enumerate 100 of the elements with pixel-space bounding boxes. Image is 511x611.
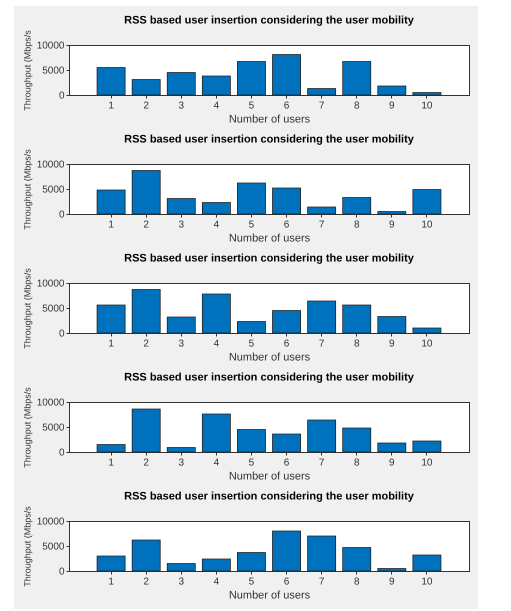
y-axis-title: Throughput (Mbps/s <box>22 148 33 230</box>
x-tick-label: 5 <box>248 576 255 588</box>
chart-title: RSS based user insertion considering the user mobility <box>124 14 415 27</box>
bar <box>202 202 231 214</box>
x-tick-label: 9 <box>389 458 396 468</box>
bar <box>96 444 126 452</box>
chart-title: RSS based user insertion considering the user mobility <box>124 252 415 265</box>
x-tick-label: 1 <box>108 338 114 350</box>
x-tick-label: 4 <box>214 338 220 350</box>
x-axis-title: Number of users <box>228 232 311 244</box>
x-tick-label: 1 <box>108 100 114 112</box>
x-tick-label: 6 <box>284 100 290 112</box>
y-tick-label: 0 <box>58 448 65 458</box>
x-tick-label: 2 <box>143 100 150 112</box>
x-tick-label: 2 <box>143 458 150 468</box>
chart-title: RSS based user insertion considering the user mobility <box>124 490 415 503</box>
bar <box>132 408 161 452</box>
x-tick-label: 7 <box>318 220 325 230</box>
bar <box>272 310 301 334</box>
bar <box>412 328 442 334</box>
chart-title: RSS based user insertion considering the user mobility <box>124 372 415 384</box>
y-axis-title: Throughput (Mbps/s <box>22 506 33 587</box>
y-tick-label: 5000 <box>42 542 65 552</box>
bar <box>166 72 196 96</box>
bar <box>412 92 442 96</box>
x-tick-label: 8 <box>354 576 360 588</box>
bar <box>132 79 161 96</box>
x-tick-label: 8 <box>354 100 360 112</box>
x-tick-label: 2 <box>143 220 150 230</box>
y-tick-label: 10000 <box>36 516 65 528</box>
x-tick-label: 5 <box>248 338 255 350</box>
y-tick-label: 0 <box>58 328 65 340</box>
x-tick-label: 4 <box>214 220 220 230</box>
bar <box>342 428 372 452</box>
x-tick-label: 8 <box>354 338 360 350</box>
x-tick-label: 4 <box>214 576 220 588</box>
x-tick-label: 9 <box>389 100 396 112</box>
y-axis-title: Throughput (Mbps/s <box>22 386 33 468</box>
bar <box>342 547 372 572</box>
x-tick-label: 5 <box>248 458 255 468</box>
bar <box>342 61 372 96</box>
x-tick-label: 8 <box>354 458 360 468</box>
y-tick-label: 0 <box>58 210 65 220</box>
bar <box>307 88 336 96</box>
bar <box>342 197 372 214</box>
y-axis-title: Throughput (Mbps/s <box>22 268 33 349</box>
bar <box>202 558 231 572</box>
bar <box>412 440 442 452</box>
x-axis-title: Number of users <box>228 352 311 364</box>
bar <box>412 554 442 572</box>
bar <box>377 568 406 572</box>
x-tick-label: 6 <box>284 458 290 468</box>
x-tick-label: 10 <box>421 220 433 230</box>
bar <box>307 420 336 452</box>
bar <box>237 61 266 96</box>
bar <box>377 442 406 452</box>
x-tick-label: 3 <box>178 100 184 112</box>
x-tick-label: 1 <box>108 220 114 230</box>
x-tick-label: 7 <box>318 338 325 350</box>
bar <box>377 316 406 334</box>
x-tick-label: 9 <box>389 338 396 350</box>
bar <box>272 434 301 452</box>
x-tick-label: 6 <box>284 338 290 350</box>
bar <box>307 300 336 334</box>
x-tick-label: 10 <box>421 576 433 588</box>
bar <box>307 206 336 214</box>
x-tick-label: 7 <box>318 100 325 112</box>
bar <box>342 304 372 334</box>
bar <box>166 316 196 334</box>
y-tick-label: 5000 <box>42 422 65 434</box>
y-tick-label: 10000 <box>36 40 65 52</box>
x-tick-label: 8 <box>354 220 360 230</box>
bar <box>202 414 231 452</box>
y-tick-label: 10000 <box>36 398 65 408</box>
y-tick-label: 5000 <box>42 66 65 76</box>
x-tick-label: 4 <box>214 100 220 112</box>
bar <box>96 190 126 214</box>
x-tick-label: 2 <box>143 576 150 588</box>
x-tick-label: 5 <box>248 220 255 230</box>
x-tick-label: 6 <box>284 576 290 588</box>
bar <box>237 182 266 214</box>
bar <box>96 67 126 96</box>
bar <box>132 170 161 214</box>
bar <box>272 54 301 96</box>
x-tick-label: 7 <box>318 576 325 588</box>
x-tick-label: 7 <box>318 458 325 468</box>
x-axis-title: Number of users <box>228 470 311 482</box>
x-tick-label: 3 <box>178 338 184 350</box>
bar <box>272 188 301 214</box>
y-tick-label: 0 <box>58 566 65 578</box>
x-tick-label: 6 <box>284 220 290 230</box>
bar <box>307 536 336 572</box>
y-tick-label: 10000 <box>36 278 65 290</box>
bar <box>166 447 196 452</box>
bar <box>237 552 266 572</box>
bar <box>96 556 126 572</box>
x-tick-label: 3 <box>178 220 184 230</box>
bar <box>272 530 301 572</box>
x-tick-label: 2 <box>143 338 150 350</box>
x-tick-label: 9 <box>389 220 396 230</box>
